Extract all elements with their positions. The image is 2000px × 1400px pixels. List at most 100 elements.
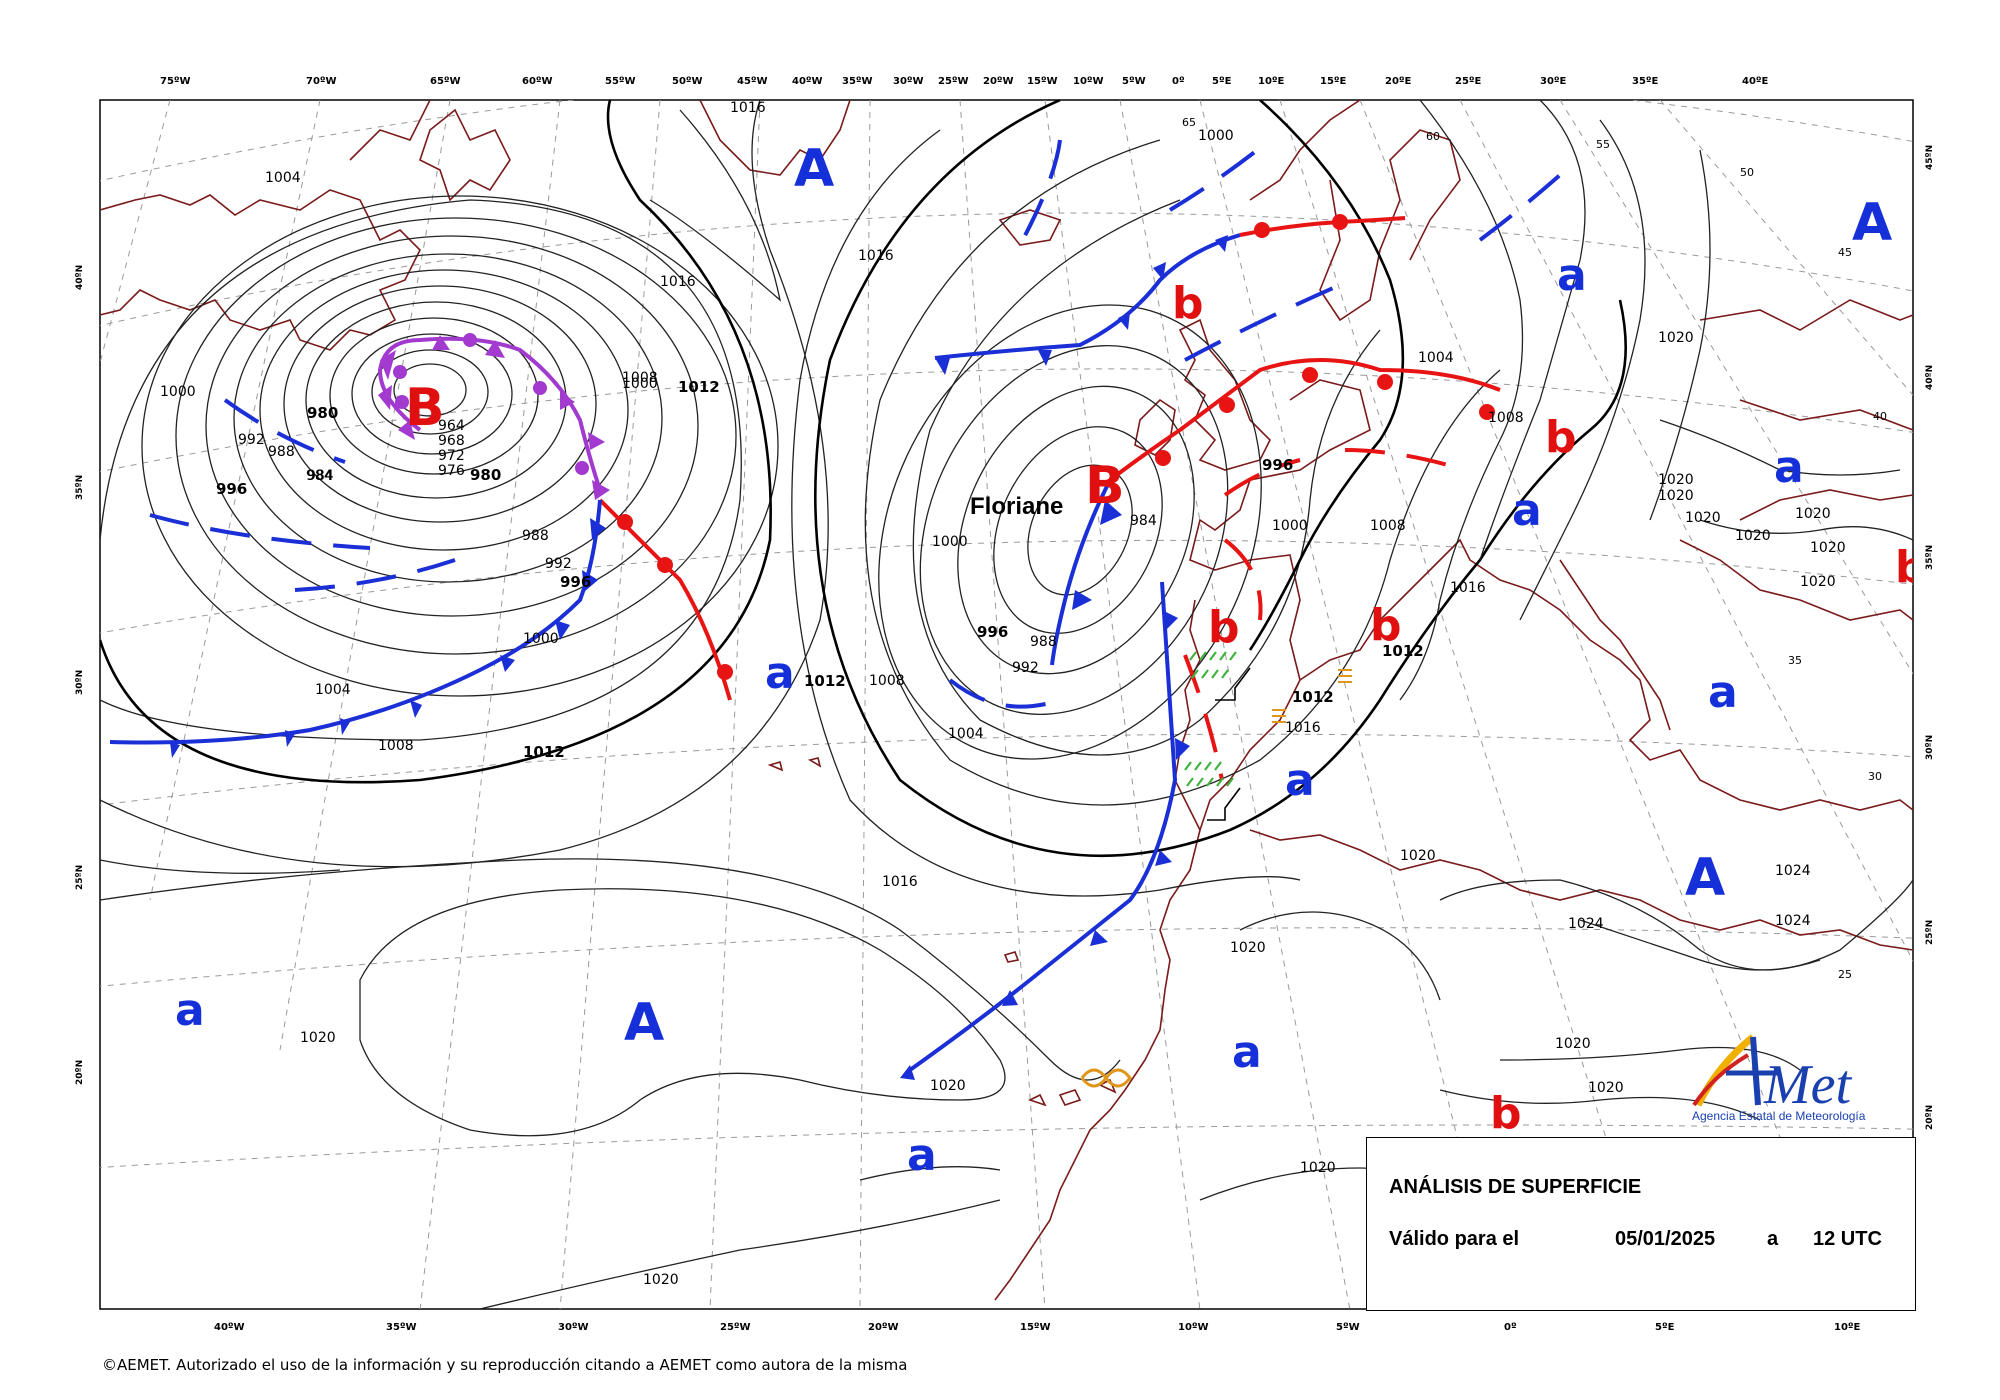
isobar-label: 1020 — [1588, 1080, 1624, 1096]
secondary-low-balearics: b — [1370, 600, 1402, 651]
aemet-logo-graphic: Met — [1692, 1034, 1853, 1116]
isobar-label: 1020 — [1795, 506, 1831, 522]
secondary-high-balkans: a — [1774, 442, 1804, 493]
coast-italy — [1559, 559, 1671, 731]
secondary-high-atlantic: a — [765, 648, 795, 699]
isobar-label: 1020 — [1300, 1160, 1336, 1176]
isobar-label: 1016 — [660, 274, 696, 290]
isobars-floriane-low — [649, 100, 1627, 897]
isobar-label: 996 — [977, 623, 1008, 641]
trough-north-sea — [1184, 283, 1341, 362]
isobar-label: 1016 — [858, 248, 894, 264]
isobar-label: 996 — [1262, 456, 1293, 474]
valid-connector: a — [1767, 1228, 1779, 1250]
svg-text:30ºW: 30ºW — [558, 1322, 589, 1333]
svg-text:35ºN: 35ºN — [1925, 545, 1935, 570]
svg-text:65ºW: 65ºW — [430, 76, 461, 87]
cold-front-floriane — [1050, 479, 1122, 666]
isobar-label: 1020 — [1658, 472, 1694, 488]
secondary-high-mediterranean: a — [1708, 667, 1738, 718]
svg-text:5ºW: 5ºW — [1336, 1322, 1360, 1333]
secondary-high-iberia: a — [1285, 755, 1315, 806]
svg-text:40ºW: 40ºW — [214, 1322, 245, 1333]
thunder-symbols — [1207, 667, 1251, 821]
coast-greenland — [699, 100, 851, 176]
svg-text:10ºE: 10ºE — [1258, 76, 1285, 87]
secondary-high-sahara: a — [1232, 1027, 1262, 1078]
left-latitude-labels: 40ºN 35ºN 30ºN 25ºN 20ºN — [75, 265, 85, 1085]
svg-text:20ºW: 20ºW — [868, 1322, 899, 1333]
isobar-value-labels: 1004 1000 992 988 984 980 976 972 968 96… — [160, 100, 1846, 1288]
cold-front-atlantic — [900, 581, 1190, 1080]
svg-text:Met: Met — [1763, 1054, 1853, 1115]
isobar-label: 996 — [216, 480, 247, 498]
trough-greenland — [1018, 139, 1062, 246]
svg-text:20ºE: 20ºE — [1385, 76, 1412, 87]
svg-text:25ºN: 25ºN — [75, 865, 85, 890]
svg-text:30ºN: 30ºN — [1925, 735, 1935, 760]
svg-text:15ºE: 15ºE — [1320, 76, 1347, 87]
svg-text:40ºN: 40ºN — [1925, 365, 1935, 390]
isobar-label: 1012 — [523, 743, 565, 761]
isobar-label: 988 — [1030, 634, 1057, 650]
isobar-label: 1000 — [523, 631, 559, 647]
svg-text:70ºW: 70ºW — [306, 76, 337, 87]
svg-text:40ºW: 40ºW — [792, 76, 823, 87]
valid-date: 05/01/2025 — [1615, 1228, 1716, 1250]
svg-text:20ºN: 20ºN — [1925, 1105, 1935, 1130]
coastlines — [100, 100, 1913, 1301]
isobar-label: 1016 — [882, 874, 918, 890]
trough-west-upper — [223, 398, 346, 464]
svg-text:60: 60 — [1426, 130, 1440, 143]
isobar-label: 984 — [1130, 513, 1157, 529]
isobar-label: 1016 — [730, 100, 766, 116]
trough-west-bottom — [294, 558, 456, 592]
valid-label: Válido para el — [1389, 1228, 1520, 1250]
svg-text:25ºN: 25ºN — [1925, 920, 1935, 945]
secondary-low-ireland: b — [1172, 278, 1204, 329]
isobar-label: 1012 — [678, 378, 720, 396]
high-center-africa: A — [1685, 848, 1725, 908]
coast-mediterranean-north — [1299, 538, 1913, 811]
svg-text:55: 55 — [1596, 138, 1610, 151]
isobars-western-low — [100, 100, 829, 868]
high-center-atlantic: A — [624, 993, 664, 1053]
svg-text:25ºW: 25ºW — [938, 76, 969, 87]
svg-text:35ºW: 35ºW — [842, 76, 873, 87]
isobar-label: 1020 — [1735, 528, 1771, 544]
coast-labrador — [349, 100, 431, 161]
svg-text:20ºW: 20ºW — [983, 76, 1014, 87]
isobar-label: 1008 — [378, 738, 414, 754]
graticule-inner-labels: 65 60 55 50 45 40 35 30 25 — [1182, 116, 1887, 981]
isobar-label: 1020 — [1810, 540, 1846, 556]
svg-text:10ºW: 10ºW — [1178, 1322, 1209, 1333]
isobar-label: 1016 — [1285, 720, 1321, 736]
coast-madeira — [1003, 951, 1020, 963]
isobar-label: 1024 — [1775, 863, 1811, 879]
right-latitude-labels: 45ºN 40ºN 35ºN 30ºN 25ºN 20ºN — [1925, 145, 1935, 1130]
isobar-label: 1008 — [622, 370, 658, 386]
coast-iceland — [998, 209, 1062, 246]
coast-north-africa — [1249, 829, 1913, 951]
svg-text:35ºN: 35ºN — [75, 475, 85, 500]
svg-text:15ºW: 15ºW — [1020, 1322, 1051, 1333]
trough-iceland — [1168, 138, 1272, 212]
low-center-labrador: B — [405, 378, 445, 438]
isobar-label: 1000 — [1272, 518, 1308, 534]
svg-text:30ºN: 30ºN — [75, 670, 85, 695]
isobar-label: 1000 — [160, 384, 196, 400]
svg-text:30ºE: 30ºE — [1540, 76, 1567, 87]
isobar-label: 1020 — [1800, 574, 1836, 590]
coast-ireland — [1134, 398, 1176, 456]
svg-text:40ºN: 40ºN — [75, 265, 85, 290]
isobar-label: 1020 — [643, 1272, 679, 1288]
coast-north-america — [100, 189, 421, 351]
isobar-label: 980 — [307, 404, 338, 422]
svg-text:25ºE: 25ºE — [1455, 76, 1482, 87]
trough-france-red — [1223, 458, 1301, 497]
analysis-title: ANÁLISIS DE SUPERFICIE — [1389, 1176, 1642, 1198]
svg-text:25: 25 — [1838, 968, 1852, 981]
isobar-label: 1000 — [1198, 128, 1234, 144]
trough-portugal-red — [1183, 654, 1224, 781]
